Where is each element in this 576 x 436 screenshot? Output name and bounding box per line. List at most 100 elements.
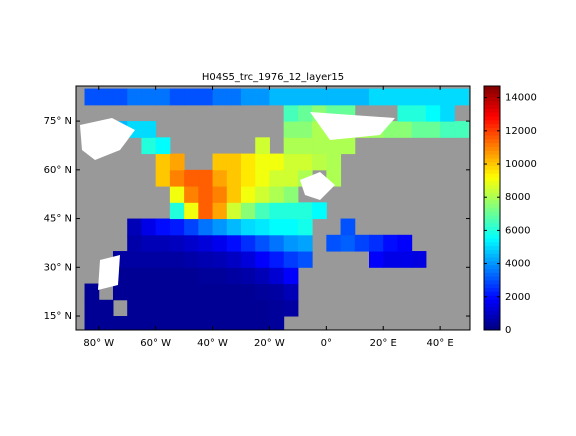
cell [141,121,157,138]
cell [169,234,185,252]
cell [269,267,285,285]
cell [240,186,256,203]
colorbar-tick-label: 8000 [505,192,530,203]
cell [255,267,270,285]
cell [326,234,342,252]
cell [212,153,228,171]
cell [269,251,285,268]
cell [269,218,285,236]
cell [283,153,299,171]
cell [283,88,299,106]
cell [240,251,256,268]
cell [184,316,199,330]
cell [141,137,157,155]
cell [226,218,242,236]
colorbar-swatch [484,196,500,201]
cell [155,283,171,301]
cell [112,283,128,301]
cell [84,299,100,317]
cell [226,283,242,301]
colorbar-swatch [484,154,500,159]
colorbar-swatch [484,108,500,114]
cell [312,88,327,106]
cell [212,234,228,252]
x-tick-label: 80° W [83,338,114,349]
cell [169,267,185,285]
x-tick-label: 60° W [140,338,171,349]
chart-title: H04S5_trc_1976_12_layer15 [202,72,344,83]
colorbar-swatch [484,135,500,140]
cell [411,88,427,106]
cell [397,88,413,106]
cell [297,251,313,268]
colorbar-swatch [484,253,500,259]
cell [255,218,270,236]
cell [98,316,114,330]
cell [297,88,313,106]
cell [240,218,256,236]
colorbar-swatch [484,230,500,236]
cell [184,186,199,203]
cell [226,251,242,268]
cell [411,121,427,138]
cell [198,267,214,285]
cell [240,283,256,301]
colorbar-swatch [484,310,500,316]
colorbar-swatch [484,86,500,91]
cell [184,218,199,236]
cell [127,267,142,285]
colorbar-swatch [484,204,500,209]
cell [226,169,242,187]
cell [226,202,242,220]
colorbar-swatch [484,185,500,190]
cell [212,283,228,301]
no-data-area [98,255,120,290]
cell [411,251,427,268]
cell [326,137,342,155]
colorbar-swatch [484,192,500,198]
colorbar-swatch [484,177,500,182]
cell [297,153,313,171]
cell [440,121,455,138]
colorbar-swatch [484,116,500,121]
cell [212,218,228,236]
cell [226,88,242,106]
colorbar-swatch [484,89,500,95]
colorbar-swatch [484,162,500,167]
cell [440,88,455,106]
cell [255,283,270,301]
cell [169,153,185,171]
colorbar-swatch [484,219,500,224]
cell [84,316,100,330]
x-tick-label: 40° E [427,338,454,349]
colorbar-swatch [484,97,500,102]
cell [397,104,413,122]
cell [240,234,256,252]
cell [383,88,398,106]
colorbar-swatch [484,181,500,186]
colorbar-frame [483,85,501,331]
colorbar-swatch [484,276,500,281]
cell [269,202,285,220]
cell [198,316,214,330]
colorbar-swatch [484,158,500,163]
cell [198,169,214,187]
cell [226,153,242,171]
colorbar-swatch [484,295,500,300]
colorbar-swatch [484,265,500,270]
cell [155,234,171,252]
colorbar-swatch [484,234,500,239]
cell [283,299,299,317]
cell [212,202,228,220]
cell [98,299,114,317]
cell [454,88,470,106]
colorbar-swatch [484,284,500,289]
cell [255,234,270,252]
y-tick-label: 45° N [44,214,72,225]
cell [269,316,285,330]
cell [283,218,299,236]
colorbar-swatch [484,93,500,98]
colorbar-swatch [484,299,500,304]
cell [141,316,157,330]
